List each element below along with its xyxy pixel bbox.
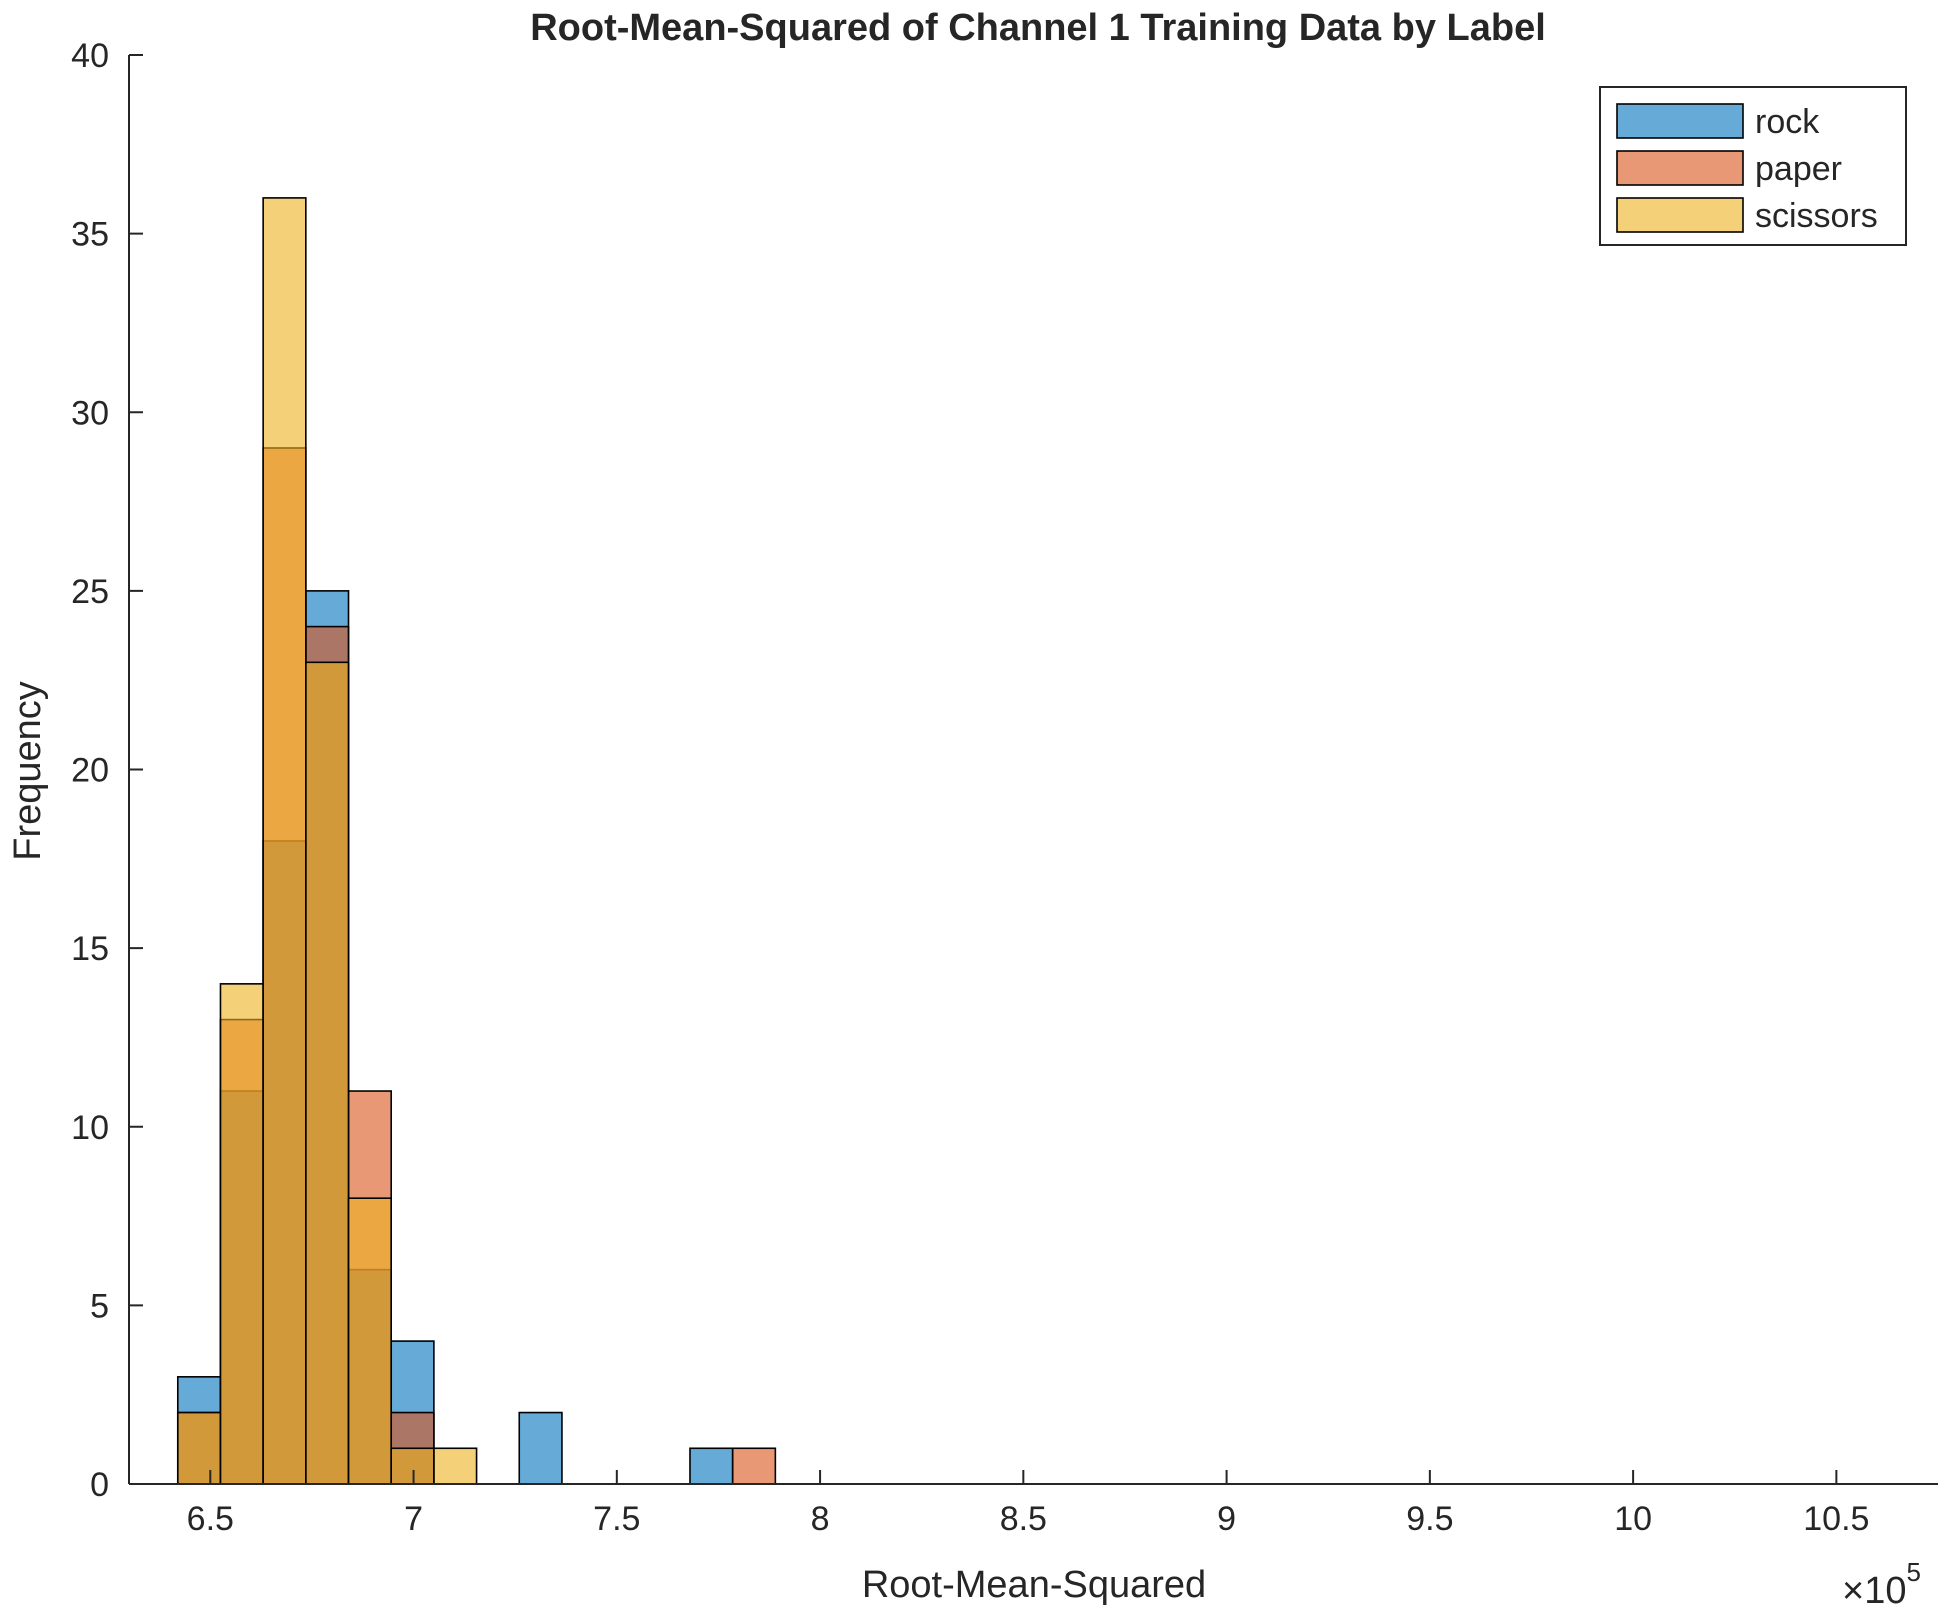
y-tick-label: 10 [71, 1109, 109, 1147]
x-tick-label: 7 [404, 1500, 423, 1538]
bar-scissors-0 [176, 1411, 222, 1485]
legend-label-paper: paper [1755, 150, 1842, 188]
legend[interactable]: rock paper scissors [1599, 86, 1907, 246]
bar-rock-12 [689, 1447, 734, 1485]
y-tick-label: 15 [71, 930, 109, 968]
y-tick-label: 0 [90, 1466, 109, 1504]
y-tick-label: 35 [71, 216, 109, 254]
bars-layer [176, 197, 777, 1485]
chart-title: Root-Mean-Squared of Channel 1 Training … [530, 7, 1546, 49]
series-scissors [176, 197, 478, 1485]
bar-rock-8 [518, 1411, 563, 1485]
legend-items: rock paper scissors [1616, 103, 1878, 235]
legend-swatch-scissors [1616, 197, 1744, 233]
x-exponent-power: 5 [1906, 1557, 1920, 1587]
legend-swatch-rock [1616, 103, 1744, 139]
y-axis-label: Frequency [7, 681, 49, 861]
legend-label-rock: rock [1755, 103, 1820, 141]
x-exponent-label: ×105 [1842, 1557, 1921, 1612]
y-tick-label: 25 [71, 573, 109, 611]
x-tick-label: 6.5 [187, 1500, 234, 1538]
bar-scissors-2 [262, 197, 307, 1485]
y-tick-label: 20 [71, 752, 109, 790]
y-tick-label: 5 [90, 1287, 109, 1325]
x-axis-label: Root-Mean-Squared [862, 1564, 1206, 1606]
bar-scissors-4 [347, 1197, 393, 1485]
bar-scissors-6 [433, 1447, 478, 1485]
y-tick-label: 40 [71, 37, 109, 75]
y-tick-label: 30 [71, 394, 109, 432]
x-tick-label: 9.5 [1406, 1500, 1453, 1538]
x-exponent-base: ×10 [1842, 1570, 1906, 1612]
x-tick-label: 9 [1217, 1500, 1236, 1538]
legend-swatch-paper [1616, 150, 1744, 186]
x-tick-label: 10 [1614, 1500, 1652, 1538]
x-tick-label: 10.5 [1803, 1500, 1869, 1538]
axes-layer [128, 55, 1938, 1485]
bar-scissors-3 [305, 661, 350, 1485]
y-ticks: 0 5 10 15 20 25 30 35 40 [71, 37, 143, 1504]
x-tick-label: 8 [811, 1500, 830, 1538]
bar-paper-13 [731, 1447, 777, 1485]
x-ticks: 6.5 7 7.5 8 8.5 9 9.5 10 10.5 [187, 1470, 1869, 1538]
bar-scissors-5 [390, 1447, 435, 1485]
x-tick-label: 8.5 [1000, 1500, 1047, 1538]
legend-label-scissors: scissors [1755, 197, 1878, 235]
x-tick-label: 7.5 [593, 1500, 640, 1538]
bar-scissors-1 [219, 983, 264, 1485]
